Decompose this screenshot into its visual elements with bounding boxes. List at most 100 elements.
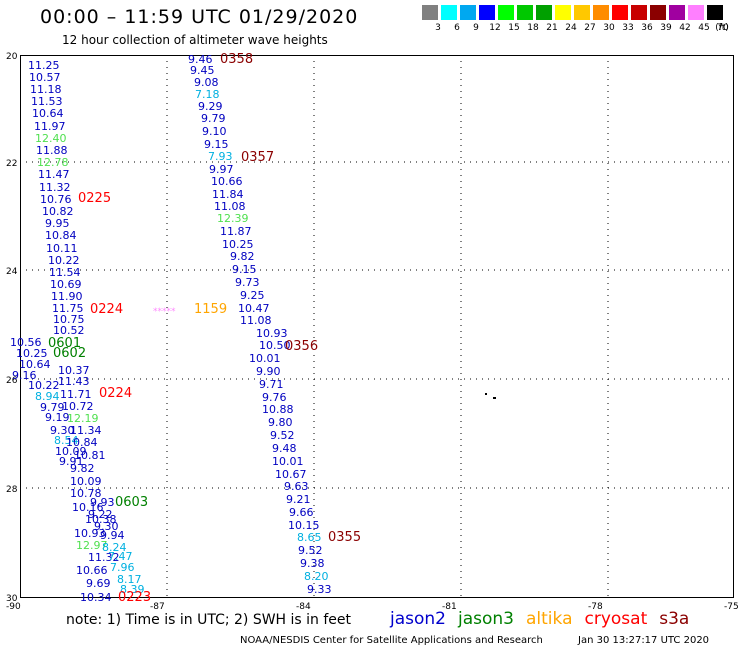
wave-height-value: 12.40 — [35, 132, 67, 145]
colorbar-swatch — [593, 5, 609, 20]
wave-height-value: 10.52 — [53, 324, 85, 337]
wave-height-value: 9.33 — [307, 583, 332, 596]
wave-height-value: 11.08 — [240, 314, 272, 327]
pass-time-label: 0603 — [115, 495, 149, 510]
wave-height-value: 11.47 — [38, 168, 70, 181]
pass-time-label: 0224 — [99, 386, 133, 401]
marker-dot — [493, 397, 496, 399]
latitude-label: 26 — [6, 376, 18, 386]
wave-height-value: 9.91 — [59, 455, 84, 468]
wave-height-value: 9.95 — [45, 217, 70, 230]
wave-height-value: 11.18 — [30, 83, 62, 96]
wave-height-value: 9.15 — [204, 138, 229, 151]
colorbar-label: 45 — [698, 23, 710, 33]
legend-item-jason2: jason2 — [390, 609, 446, 629]
wave-height-value: 9.30 — [50, 424, 75, 437]
latitude-label: 28 — [6, 485, 18, 495]
wave-height-value: 7.18 — [195, 88, 220, 101]
colorbar-swatch — [669, 5, 685, 20]
wave-height-value: 10.09 — [70, 475, 102, 488]
colorbar-swatch — [498, 5, 514, 20]
longitude-label: -84 — [296, 602, 311, 612]
wave-height-value: 11.08 — [214, 200, 246, 213]
colorbar-label: 3 — [435, 23, 441, 33]
wave-height-value: 11.71 — [60, 388, 92, 401]
wave-height-value: 9.73 — [235, 276, 260, 289]
wave-height-value: 8.94 — [35, 390, 60, 403]
colorbar-label: 42 — [679, 23, 691, 33]
wave-height-value: 9.82 — [230, 250, 255, 263]
pass-time-label: 1159 — [194, 302, 228, 317]
wave-height-value: 10.78 — [70, 487, 102, 500]
pass-time-label: 0602 — [53, 346, 87, 361]
pass-time-label: 0355 — [328, 530, 362, 545]
wave-height-value: 10.09 — [55, 445, 87, 458]
colorbar-label: 15 — [508, 23, 520, 33]
wave-height-value: 10.64 — [19, 358, 51, 371]
longitude-label: -87 — [150, 602, 165, 612]
wave-height-value: 9.25 — [240, 289, 265, 302]
latitude-label: 24 — [6, 267, 18, 277]
wave-height-value: 10.25 — [222, 238, 254, 251]
longitude-label: -75 — [724, 602, 739, 612]
footer-timestamp: Jan 30 13:27:17 UTC 2020 — [578, 635, 710, 646]
colorbar-swatch — [479, 5, 495, 20]
wave-height-value: 10.37 — [58, 364, 90, 377]
latitude-label: 20 — [6, 52, 18, 62]
wave-height-value: 11.97 — [34, 120, 66, 133]
colorbar-label: 70 — [717, 23, 729, 33]
wave-height-value: 9.08 — [194, 76, 219, 89]
wave-height-value: 10.25 — [16, 347, 48, 360]
wave-height-value: 11.25 — [28, 59, 60, 72]
colorbar-swatch — [536, 5, 552, 20]
wave-height-value: 10.84 — [45, 229, 77, 242]
colorbar-swatch — [574, 5, 590, 20]
wave-height-value: 8.17 — [117, 573, 142, 586]
wave-height-value: 11.43 — [58, 375, 90, 388]
wave-height-value: 12.78 — [37, 156, 69, 169]
colorbar-label: 30 — [603, 23, 615, 33]
wave-height-value: 12.39 — [217, 212, 249, 225]
wave-height-value: 9.82 — [70, 462, 95, 475]
pass-time-label: 0223 — [118, 590, 152, 605]
wave-height-value: 8.39 — [120, 583, 145, 596]
satellite-legend: jason2 jason3 altika cryosat s3a — [390, 609, 701, 629]
wave-height-value: 9.10 — [202, 125, 227, 138]
wave-height-value: 12.97 — [76, 539, 108, 552]
wave-height-value: 10.66 — [211, 175, 243, 188]
wave-height-value: 9.80 — [268, 416, 293, 429]
wave-height-value: 8.65 — [297, 531, 322, 544]
colorbar-swatch — [441, 5, 457, 20]
wave-height-value: 9.22 — [88, 508, 113, 521]
wave-height-value: 9.97 — [209, 163, 234, 176]
wave-height-value: 10.82 — [42, 205, 74, 218]
colorbar-swatch — [555, 5, 571, 20]
wave-height-value: 9.79 — [40, 401, 65, 414]
wave-height-value: 9.93 — [90, 496, 115, 509]
pass-time-label: 0224 — [90, 302, 124, 317]
wave-height-value: 10.22 — [48, 254, 80, 267]
wave-height-value: 8.20 — [304, 570, 329, 583]
wave-height-value: 10.57 — [29, 71, 61, 84]
wave-height-value: 10.50 — [259, 339, 291, 352]
wave-height-value: 10.38 — [85, 513, 117, 526]
wave-height-value: 11.88 — [36, 144, 68, 157]
wave-height-value: 11.54 — [49, 266, 81, 279]
colorbar-swatch — [688, 5, 704, 20]
wave-height-value: 9.52 — [298, 544, 323, 557]
colorbar-label: 39 — [660, 23, 672, 33]
wave-height-value: 11.84 — [212, 188, 244, 201]
gridlines — [20, 55, 734, 598]
wave-height-value: 8.24 — [102, 541, 127, 554]
wave-height-value: 9.16 — [12, 369, 37, 382]
map-title: 00:00 – 11:59 UTC 01/29/2020 — [40, 6, 359, 28]
wave-height-value: 10.64 — [32, 107, 64, 120]
wave-height-value: 10.16 — [72, 501, 104, 514]
colorbar-unit: (ft) — [715, 23, 729, 33]
map-plot-area — [20, 55, 734, 598]
wave-height-value: 11.90 — [51, 290, 83, 303]
wave-height-value: 10.15 — [288, 519, 320, 532]
wave-height-value: 10.56 — [10, 336, 42, 349]
map-grid — [20, 55, 734, 598]
wave-height-value: 9.79 — [201, 112, 226, 125]
